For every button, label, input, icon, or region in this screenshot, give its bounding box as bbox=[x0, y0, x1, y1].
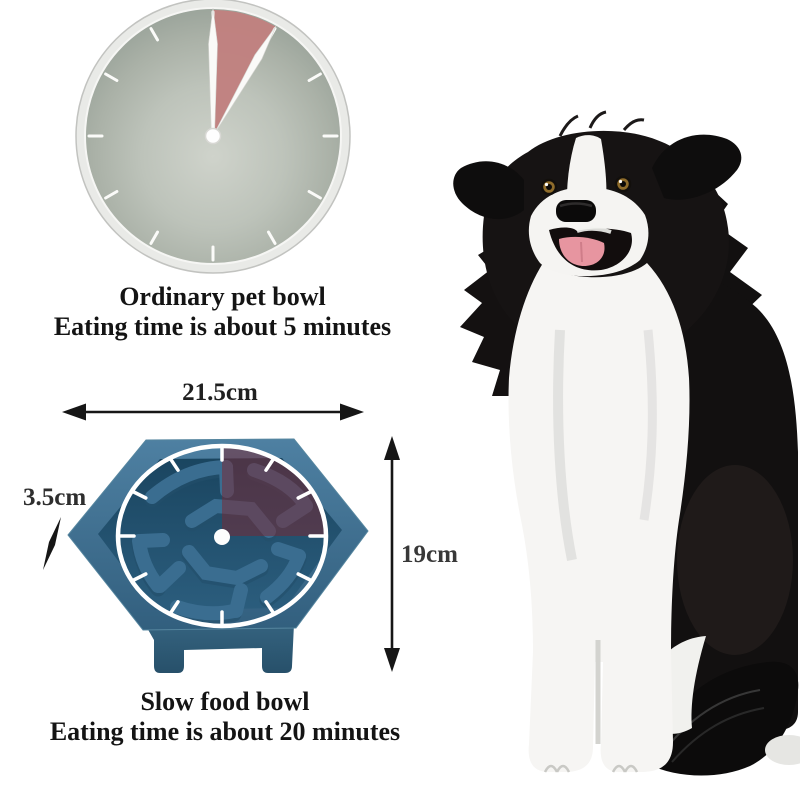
depth-arrow-icon bbox=[43, 517, 61, 570]
arrowhead-up-icon bbox=[384, 436, 400, 460]
height-arrow bbox=[384, 436, 400, 672]
depth-dimension-label: 3.5cm bbox=[23, 484, 87, 511]
dog-tail-hair2 bbox=[671, 707, 765, 763]
dog-toes-right bbox=[611, 764, 639, 773]
arrowhead-left-icon bbox=[62, 403, 86, 421]
clock-ring-center-dot bbox=[214, 529, 230, 545]
width-dimension-label: 21.5cm bbox=[182, 379, 258, 406]
slow-bowl-title: Slow food bowl bbox=[140, 687, 310, 716]
dog-tongue-crease bbox=[580, 241, 583, 263]
slow-feeder-bowl bbox=[67, 438, 369, 673]
dog-nose-highlight bbox=[559, 202, 593, 208]
arrowhead-right-icon bbox=[340, 403, 364, 421]
slow-bowl-caption: Slow food bowl Eating time is about 20 m… bbox=[25, 687, 425, 747]
height-dimension-label: 19cm bbox=[401, 541, 458, 568]
dog-chest-shading-right bbox=[639, 329, 657, 521]
dog-teeth-hint bbox=[576, 226, 612, 234]
ordinary-bowl-caption: Ordinary pet bowl Eating time is about 5… bbox=[25, 282, 420, 342]
dog-chest-shading-left bbox=[553, 329, 577, 561]
slow-bowl-subtitle: Eating time is about 20 minutes bbox=[49, 717, 401, 747]
width-arrow bbox=[62, 403, 364, 421]
dog-ear-left-icon bbox=[453, 161, 524, 220]
arrowhead-down-icon bbox=[384, 648, 400, 672]
dog-head-fur-wisps bbox=[558, 110, 645, 137]
clock-20min-overlay bbox=[222, 446, 326, 536]
dog-ear-right-icon bbox=[652, 134, 742, 200]
ordinary-bowl-clock bbox=[75, 0, 351, 274]
clock-tick-marks bbox=[87, 10, 339, 262]
ordinary-bowl-subtitle: Eating time is about 5 minutes bbox=[53, 312, 392, 342]
clock-ring-ticks bbox=[117, 445, 327, 627]
dog-toes-left bbox=[543, 764, 571, 773]
dog-photo bbox=[453, 110, 800, 776]
depth-arrow bbox=[43, 517, 61, 570]
dog-thigh-shading bbox=[677, 465, 793, 655]
bowl-skirt-and-feet bbox=[146, 624, 294, 673]
clock-5min-wedge bbox=[213, 10, 276, 136]
dog-eye-right bbox=[614, 175, 632, 193]
dog-rear-paw bbox=[765, 735, 800, 765]
clock-hand-1-icon bbox=[212, 25, 277, 137]
dog-eye-left bbox=[540, 178, 558, 196]
clock-center-dot bbox=[204, 127, 222, 145]
ordinary-bowl-title: Ordinary pet bowl bbox=[119, 282, 326, 311]
